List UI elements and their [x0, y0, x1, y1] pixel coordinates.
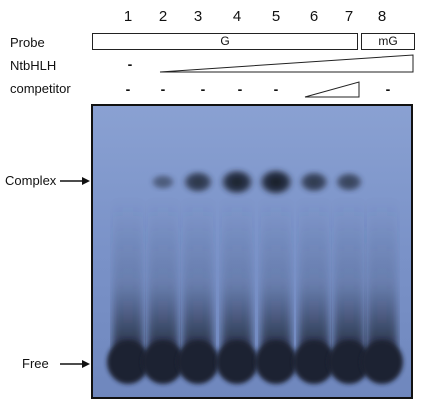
free-band-lane-3	[177, 340, 219, 384]
lane-number-8: 8	[377, 8, 387, 25]
probe-g-box: G	[92, 33, 358, 50]
competitor-dash-lane4: -	[237, 81, 243, 97]
competitor-dash-lane1: -	[125, 81, 131, 97]
free-band-lane-8	[361, 340, 403, 384]
lane-smear-1	[113, 200, 143, 350]
competitor-row-label: competitor	[10, 81, 71, 96]
probe-mg-box: mG	[361, 33, 415, 50]
lane-smear-2	[148, 200, 178, 350]
complex-band-lane-4	[219, 168, 255, 196]
gel-lanes	[107, 168, 403, 384]
free-band-lane-7	[328, 340, 370, 384]
complex-band-lane-5	[258, 168, 294, 196]
complex-band-lane-7	[334, 171, 364, 193]
free-band-lane-6	[293, 340, 335, 384]
competitor-dash-lane5: -	[273, 81, 279, 97]
lane-number-3: 3	[193, 8, 203, 25]
lane-smear-3	[183, 200, 213, 350]
complex-band-lane-2	[150, 173, 176, 191]
lane-number-7: 7	[344, 8, 354, 25]
free-band-lane-1	[107, 340, 149, 384]
ntbhlh-lane1-dash: -	[127, 56, 133, 72]
ntbhlh-wedge	[159, 54, 414, 73]
complex-band-lane-3	[182, 170, 214, 194]
competitor-dash-lane2: -	[160, 81, 166, 97]
lane-number-2: 2	[158, 8, 168, 25]
competitor-dash-lane3: -	[200, 81, 206, 97]
free-band-lane-4	[216, 340, 258, 384]
lane-smear-6	[299, 200, 329, 350]
lane-smear-7	[334, 200, 364, 350]
lane-smear-8	[367, 200, 397, 350]
competitor-dash-lane8: -	[385, 81, 391, 97]
free-arrowhead	[82, 360, 90, 368]
lane-smear-5	[261, 200, 291, 350]
free-band-lane-2	[142, 340, 184, 384]
lane-number-4: 4	[232, 8, 242, 25]
probe-row-label: Probe	[10, 35, 45, 50]
lane-smear-4	[222, 200, 252, 350]
lane-number-5: 5	[271, 8, 281, 25]
lane-number-6: 6	[309, 8, 319, 25]
ntbhlh-row-label: NtbHLH	[10, 58, 57, 73]
free-band-lane-5	[255, 340, 297, 384]
lane-number-1: 1	[123, 8, 133, 25]
free-label: Free	[22, 356, 49, 371]
complex-band-lane-6	[298, 170, 330, 194]
competitor-wedge	[304, 81, 360, 98]
complex-arrowhead	[82, 177, 90, 185]
complex-label: Complex	[5, 173, 57, 188]
